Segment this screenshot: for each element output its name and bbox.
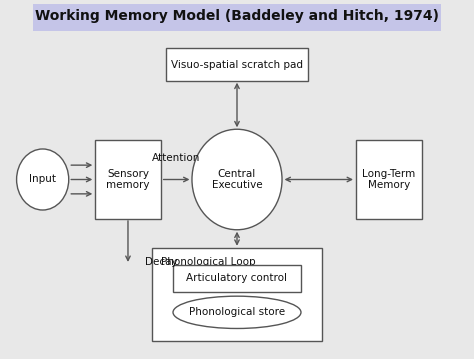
Ellipse shape bbox=[192, 129, 282, 230]
FancyBboxPatch shape bbox=[33, 4, 441, 31]
FancyBboxPatch shape bbox=[95, 140, 161, 219]
Ellipse shape bbox=[17, 149, 69, 210]
Text: Central
Executive: Central Executive bbox=[212, 169, 262, 190]
FancyBboxPatch shape bbox=[152, 248, 322, 341]
FancyBboxPatch shape bbox=[356, 140, 422, 219]
Text: Long-Term
Memory: Long-Term Memory bbox=[362, 169, 415, 190]
Text: Attention: Attention bbox=[152, 153, 201, 163]
Ellipse shape bbox=[173, 296, 301, 328]
Text: Articulatory control: Articulatory control bbox=[186, 273, 288, 283]
Text: Input: Input bbox=[29, 174, 56, 185]
FancyBboxPatch shape bbox=[173, 265, 301, 292]
Text: Decay: Decay bbox=[145, 257, 177, 267]
Text: Visuo-spatial scratch pad: Visuo-spatial scratch pad bbox=[171, 60, 303, 70]
Text: Phonological Loop: Phonological Loop bbox=[161, 257, 256, 267]
Text: Sensory
memory: Sensory memory bbox=[106, 169, 150, 190]
Text: Phonological store: Phonological store bbox=[189, 307, 285, 317]
FancyBboxPatch shape bbox=[166, 48, 308, 81]
Text: Working Memory Model (Baddeley and Hitch, 1974): Working Memory Model (Baddeley and Hitch… bbox=[35, 9, 439, 23]
